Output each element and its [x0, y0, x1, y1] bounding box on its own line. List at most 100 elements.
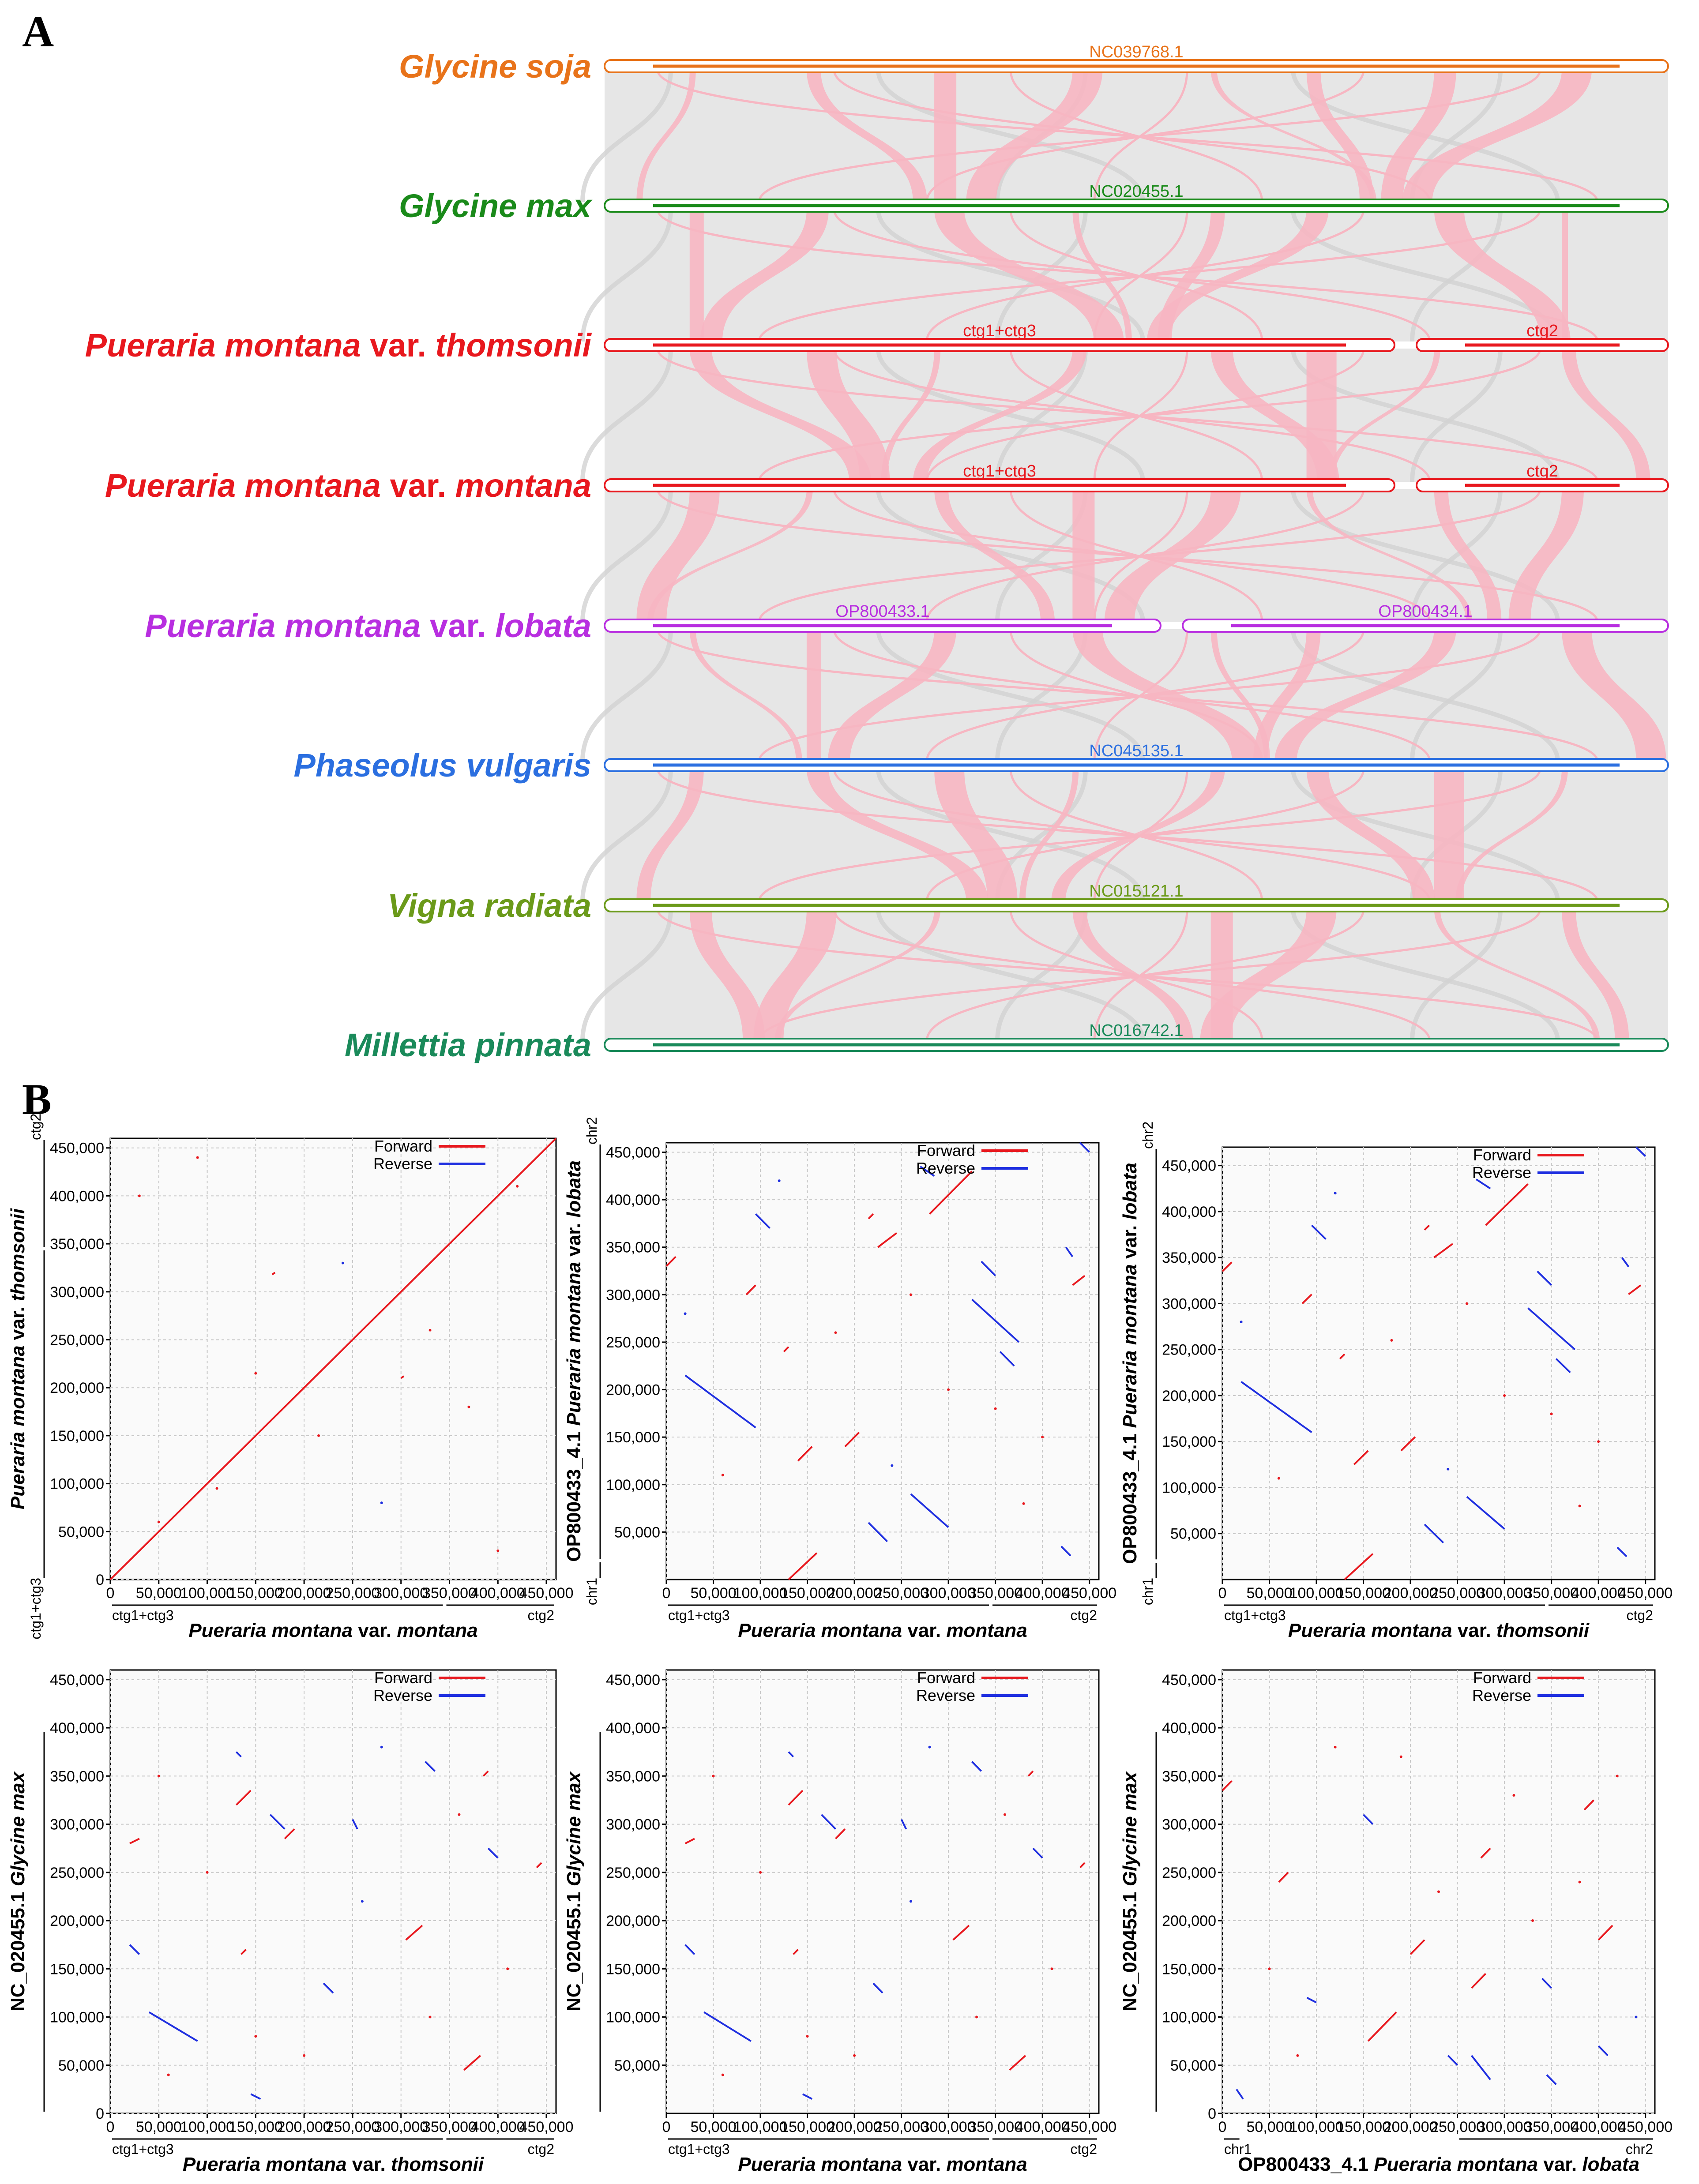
dot-speck	[975, 2015, 978, 2019]
x-tick-label: 250,000	[1430, 1585, 1485, 1602]
reverse-alignment	[1032, 1847, 1043, 1859]
dot-speck	[380, 1745, 383, 1749]
synteny-link-forward	[828, 629, 957, 762]
forward-alignment	[536, 1862, 542, 1869]
track-1: Glycine max NC020455.1	[399, 182, 1669, 224]
plot-area	[1222, 1146, 1656, 1580]
chromosome-label: ctg2	[1526, 462, 1558, 480]
reverse-alignment	[981, 1261, 996, 1276]
synteny-link-forward	[1508, 489, 1584, 622]
forward-alignment	[877, 1232, 898, 1248]
y-segment-label: ctg2	[28, 1114, 44, 1140]
y-tick-label: 300,000	[606, 1816, 660, 1833]
dotplot-4: 0 50,000100,000150,000200,000250,000300,0…	[7, 1669, 573, 2175]
y-axis-title: OP800433_4.1 Pueraria montana var. lobat…	[1119, 1163, 1141, 1564]
synteny-link-forward	[1327, 349, 1440, 482]
track-5: Phaseolus vulgaris NC045135.1	[294, 742, 1669, 784]
x-axis-title-part-1: var.	[902, 1620, 946, 1641]
dotplot-6: 0 50,000100,000150,000200,000250,000300,0…	[1119, 1669, 1673, 2175]
y-tick-label: 350,000	[1162, 1250, 1216, 1266]
species-name-part-2: thomsonii	[435, 327, 592, 364]
dot-speck	[157, 1775, 160, 1778]
reverse-alignment	[1635, 1146, 1646, 1157]
y-axis-title-part-2: thomsonii	[7, 1208, 29, 1301]
panel-b-dotplots: B 0 50,000100,000150,000200,000250,000300…	[7, 1075, 1673, 2175]
y-tick-label: 350,000	[50, 1768, 104, 1785]
synteny-link-forward	[934, 70, 957, 202]
dot-speck	[1437, 1890, 1440, 1893]
forward-alignment	[1410, 1939, 1425, 1955]
synteny-link-thin	[833, 209, 1431, 342]
x-tick-label: 150,000	[1336, 1585, 1391, 1602]
forward-alignment	[271, 1272, 276, 1276]
chromosome-label: NC045135.1	[1089, 742, 1183, 760]
x-axis-title-part-2: montana	[946, 2154, 1027, 2175]
x-tick-label: 250,000	[1430, 2119, 1485, 2135]
x-tick-label: 50,000	[691, 2119, 737, 2135]
y-axis-title-part-1: Pueraria montana	[563, 1262, 585, 1426]
y-axis-title-part-0: OP800433_4.1	[563, 1426, 585, 1562]
dot-speck	[506, 1967, 509, 1970]
dot-speck	[458, 1813, 461, 1816]
x-tick-label: 50,000	[1247, 1585, 1293, 1602]
forward-alignment	[129, 1838, 140, 1845]
x-axis-title-part-0: Pueraria montana	[738, 1620, 902, 1641]
legend-reverse-label: Reverse	[1472, 1686, 1531, 1704]
dot-speck	[254, 1372, 257, 1375]
y-segment-label: chr1	[1140, 1578, 1156, 1605]
dot-speck	[1003, 1813, 1006, 1816]
dot-speck	[947, 1388, 950, 1391]
synteny-link-forward	[1072, 629, 1262, 762]
dot-speck	[1399, 1755, 1402, 1758]
x-tick-label: 50,000	[1247, 2119, 1293, 2135]
species-name-part-0: Glycine soja	[399, 48, 591, 85]
synteny-link-background	[876, 69, 1145, 203]
forward-alignment	[236, 1790, 252, 1806]
forward-alignment	[284, 1828, 295, 1839]
synteny-link-thin	[758, 488, 1541, 623]
y-axis-title-part-1: Glycine max	[563, 1771, 585, 1886]
y-tick-label: 350,000	[1162, 1768, 1216, 1785]
synteny-link-forward	[1210, 70, 1377, 202]
x-tick-label: 200,000	[827, 1585, 882, 1602]
forward-alignment	[1485, 1183, 1529, 1226]
y-tick-label: 250,000	[50, 1865, 104, 1881]
dot-speck	[806, 2035, 809, 2038]
dot-speck	[1277, 1477, 1280, 1480]
x-tick-label: 450,000	[1062, 1585, 1116, 1602]
species-name: Pueraria montana var. lobata	[145, 608, 591, 644]
legend-reverse-label: Reverse	[916, 1159, 975, 1177]
legend-reverse-label: Reverse	[373, 1686, 432, 1704]
x-tick-label: 0	[106, 2119, 115, 2135]
x-axis-title: Pueraria montana var. montana	[738, 2154, 1027, 2175]
x-tick-label: 0	[662, 1585, 671, 1602]
synteny-link-forward	[966, 70, 1103, 202]
y-tick-label: 200,000	[606, 1913, 660, 1929]
x-segment-label: ctg2	[528, 2141, 554, 2157]
reverse-alignment	[487, 1847, 499, 1859]
forward-alignment	[1424, 1224, 1430, 1231]
forward-alignment	[684, 1838, 695, 1845]
x-tick-label: 450,000	[1618, 1585, 1673, 1602]
synteny-link-forward	[1147, 209, 1329, 341]
synteny-link-forward	[774, 909, 941, 1041]
x-tick-label: 250,000	[325, 2119, 380, 2135]
x-tick-label: 100,000	[733, 1585, 788, 1602]
x-tick-label: 300,000	[1477, 2119, 1532, 2135]
x-tick-label: 400,000	[1571, 1585, 1626, 1602]
y-axis-title-part-3: lobata	[563, 1160, 585, 1218]
x-segment-label: ctg2	[1071, 1607, 1097, 1623]
y-segment-label: chr2	[1140, 1122, 1156, 1149]
x-tick-label: 400,000	[471, 1585, 525, 1602]
synteny-link-forward	[1019, 769, 1079, 902]
x-axis-title: Pueraria montana var. thomsonii	[1288, 1620, 1590, 1641]
y-axis-title: OP800433_4.1 Pueraria montana var. lobat…	[563, 1160, 585, 1562]
dot-speck	[712, 1775, 715, 1778]
track-4: Pueraria montana var. lobata OP800433.1 OP…	[145, 602, 1669, 644]
y-tick-label: 250,000	[50, 1332, 104, 1349]
plot-area	[665, 1142, 1100, 1580]
y-axis-title-part-0: OP800433_4.1	[1119, 1428, 1141, 1564]
y-tick-label: 300,000	[50, 1816, 104, 1833]
reverse-alignment	[129, 1944, 140, 1955]
species-name: Pueraria montana var. thomsonii	[85, 327, 592, 364]
